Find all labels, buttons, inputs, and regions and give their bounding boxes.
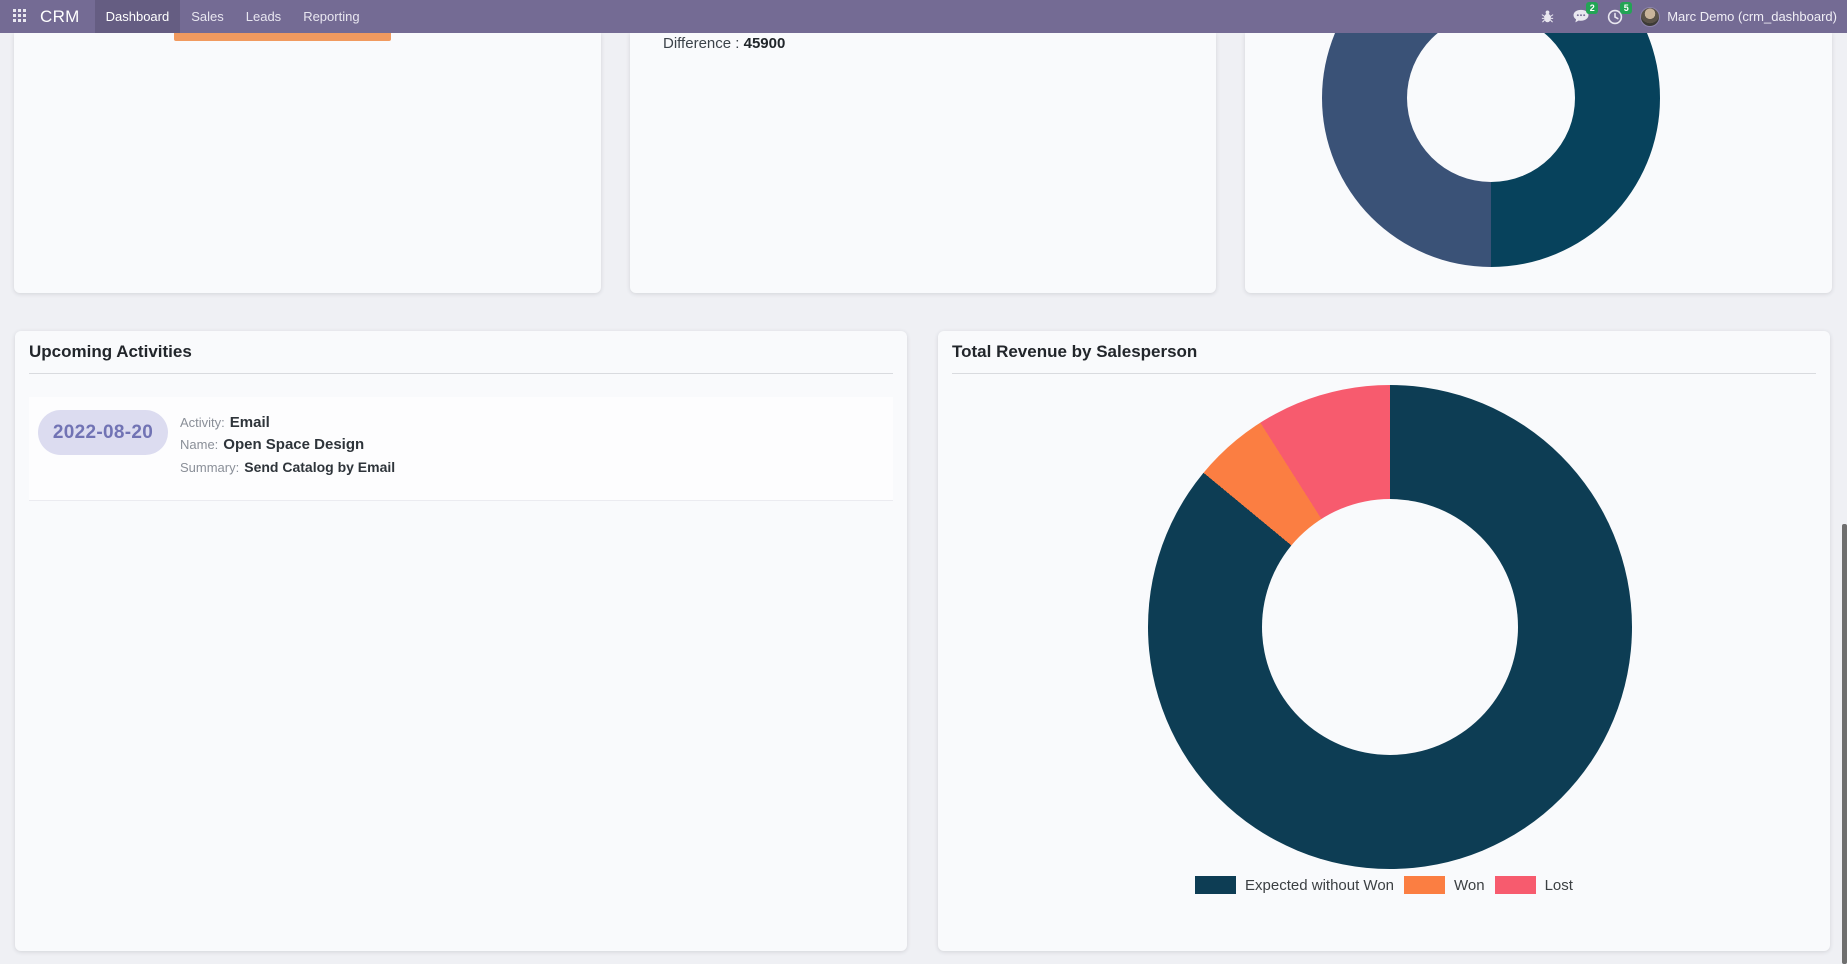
legend-item-expected-without-won[interactable]: Expected without Won xyxy=(1195,876,1394,894)
legend-item-won[interactable]: Won xyxy=(1404,876,1485,894)
upcoming-activities-title: Upcoming Activities xyxy=(29,342,192,361)
user-avatar[interactable] xyxy=(1640,6,1661,27)
divider xyxy=(29,373,893,374)
activity-date-badge: 2022-08-20 xyxy=(38,410,168,455)
revenue-legend: Expected without Won Won Lost xyxy=(938,876,1830,894)
messages-icon[interactable]: 2 xyxy=(1572,1,1599,26)
navbar-right: 2 5 Marc Demo (crm_dashboard) xyxy=(1538,0,1847,33)
card-difference: Difference : 45900 xyxy=(630,33,1216,293)
card-upcoming-activities: Upcoming Activities 2022-08-20 Activity:… xyxy=(15,331,907,951)
small-donut-hole xyxy=(1407,33,1575,182)
legend-swatch-lost xyxy=(1494,876,1536,894)
card-total-revenue: Total Revenue by Salesperson Expected wi… xyxy=(938,331,1830,951)
debug-bug-icon[interactable] xyxy=(1538,8,1556,26)
legend-swatch-expected xyxy=(1195,876,1237,894)
apps-grid-icon[interactable] xyxy=(13,9,28,24)
activity-summary-label: Summary: xyxy=(180,460,240,475)
activity-name-label: Name: xyxy=(180,437,219,452)
messages-count-badge: 2 xyxy=(1586,1,1599,14)
total-revenue-title: Total Revenue by Salesperson xyxy=(952,342,1198,361)
cutoff-orange-bar xyxy=(174,33,391,41)
activities-clock-icon[interactable]: 5 xyxy=(1606,1,1633,26)
legend-swatch-won xyxy=(1404,876,1446,894)
card-cutoff-chart xyxy=(14,33,601,293)
app-name[interactable]: CRM xyxy=(40,6,80,26)
menu-item-dashboard[interactable]: Dashboard xyxy=(94,0,181,33)
difference-label: Difference : xyxy=(663,35,740,52)
activity-list-item[interactable]: 2022-08-20 Activity: Email Name: Open Spac… xyxy=(29,397,893,501)
menu-item-sales[interactable]: Sales xyxy=(191,9,224,24)
activity-details: Activity: Email Name: Open Space Design Su… xyxy=(180,412,395,478)
activities-count-badge: 5 xyxy=(1620,1,1633,14)
difference-value: 45900 xyxy=(743,35,786,52)
card-donut-small xyxy=(1245,33,1832,293)
divider xyxy=(952,373,1816,374)
activity-type-label: Activity: xyxy=(180,415,225,430)
user-menu[interactable]: Marc Demo (crm_dashboard) xyxy=(1667,9,1837,24)
activity-type-value: Email xyxy=(229,414,270,431)
revenue-donut-hole xyxy=(1262,499,1518,755)
legend-label-expected: Expected without Won xyxy=(1245,876,1395,894)
activity-summary-value: Send Catalog by Email xyxy=(244,459,396,475)
main-menu: Dashboard Sales Leads Reporting xyxy=(94,0,371,33)
legend-item-lost[interactable]: Lost xyxy=(1494,876,1573,894)
activity-name-value: Open Space Design xyxy=(223,436,365,453)
top-navbar: CRM Dashboard Sales Leads Reporting xyxy=(0,0,1847,33)
vertical-scrollbar-thumb[interactable] xyxy=(1842,524,1847,964)
menu-item-leads[interactable]: Leads xyxy=(245,9,282,24)
legend-label-lost: Lost xyxy=(1544,876,1573,894)
menu-item-reporting[interactable]: Reporting xyxy=(303,9,360,24)
difference-text: Difference : 45900 xyxy=(663,33,785,54)
legend-label-won: Won xyxy=(1454,876,1485,894)
